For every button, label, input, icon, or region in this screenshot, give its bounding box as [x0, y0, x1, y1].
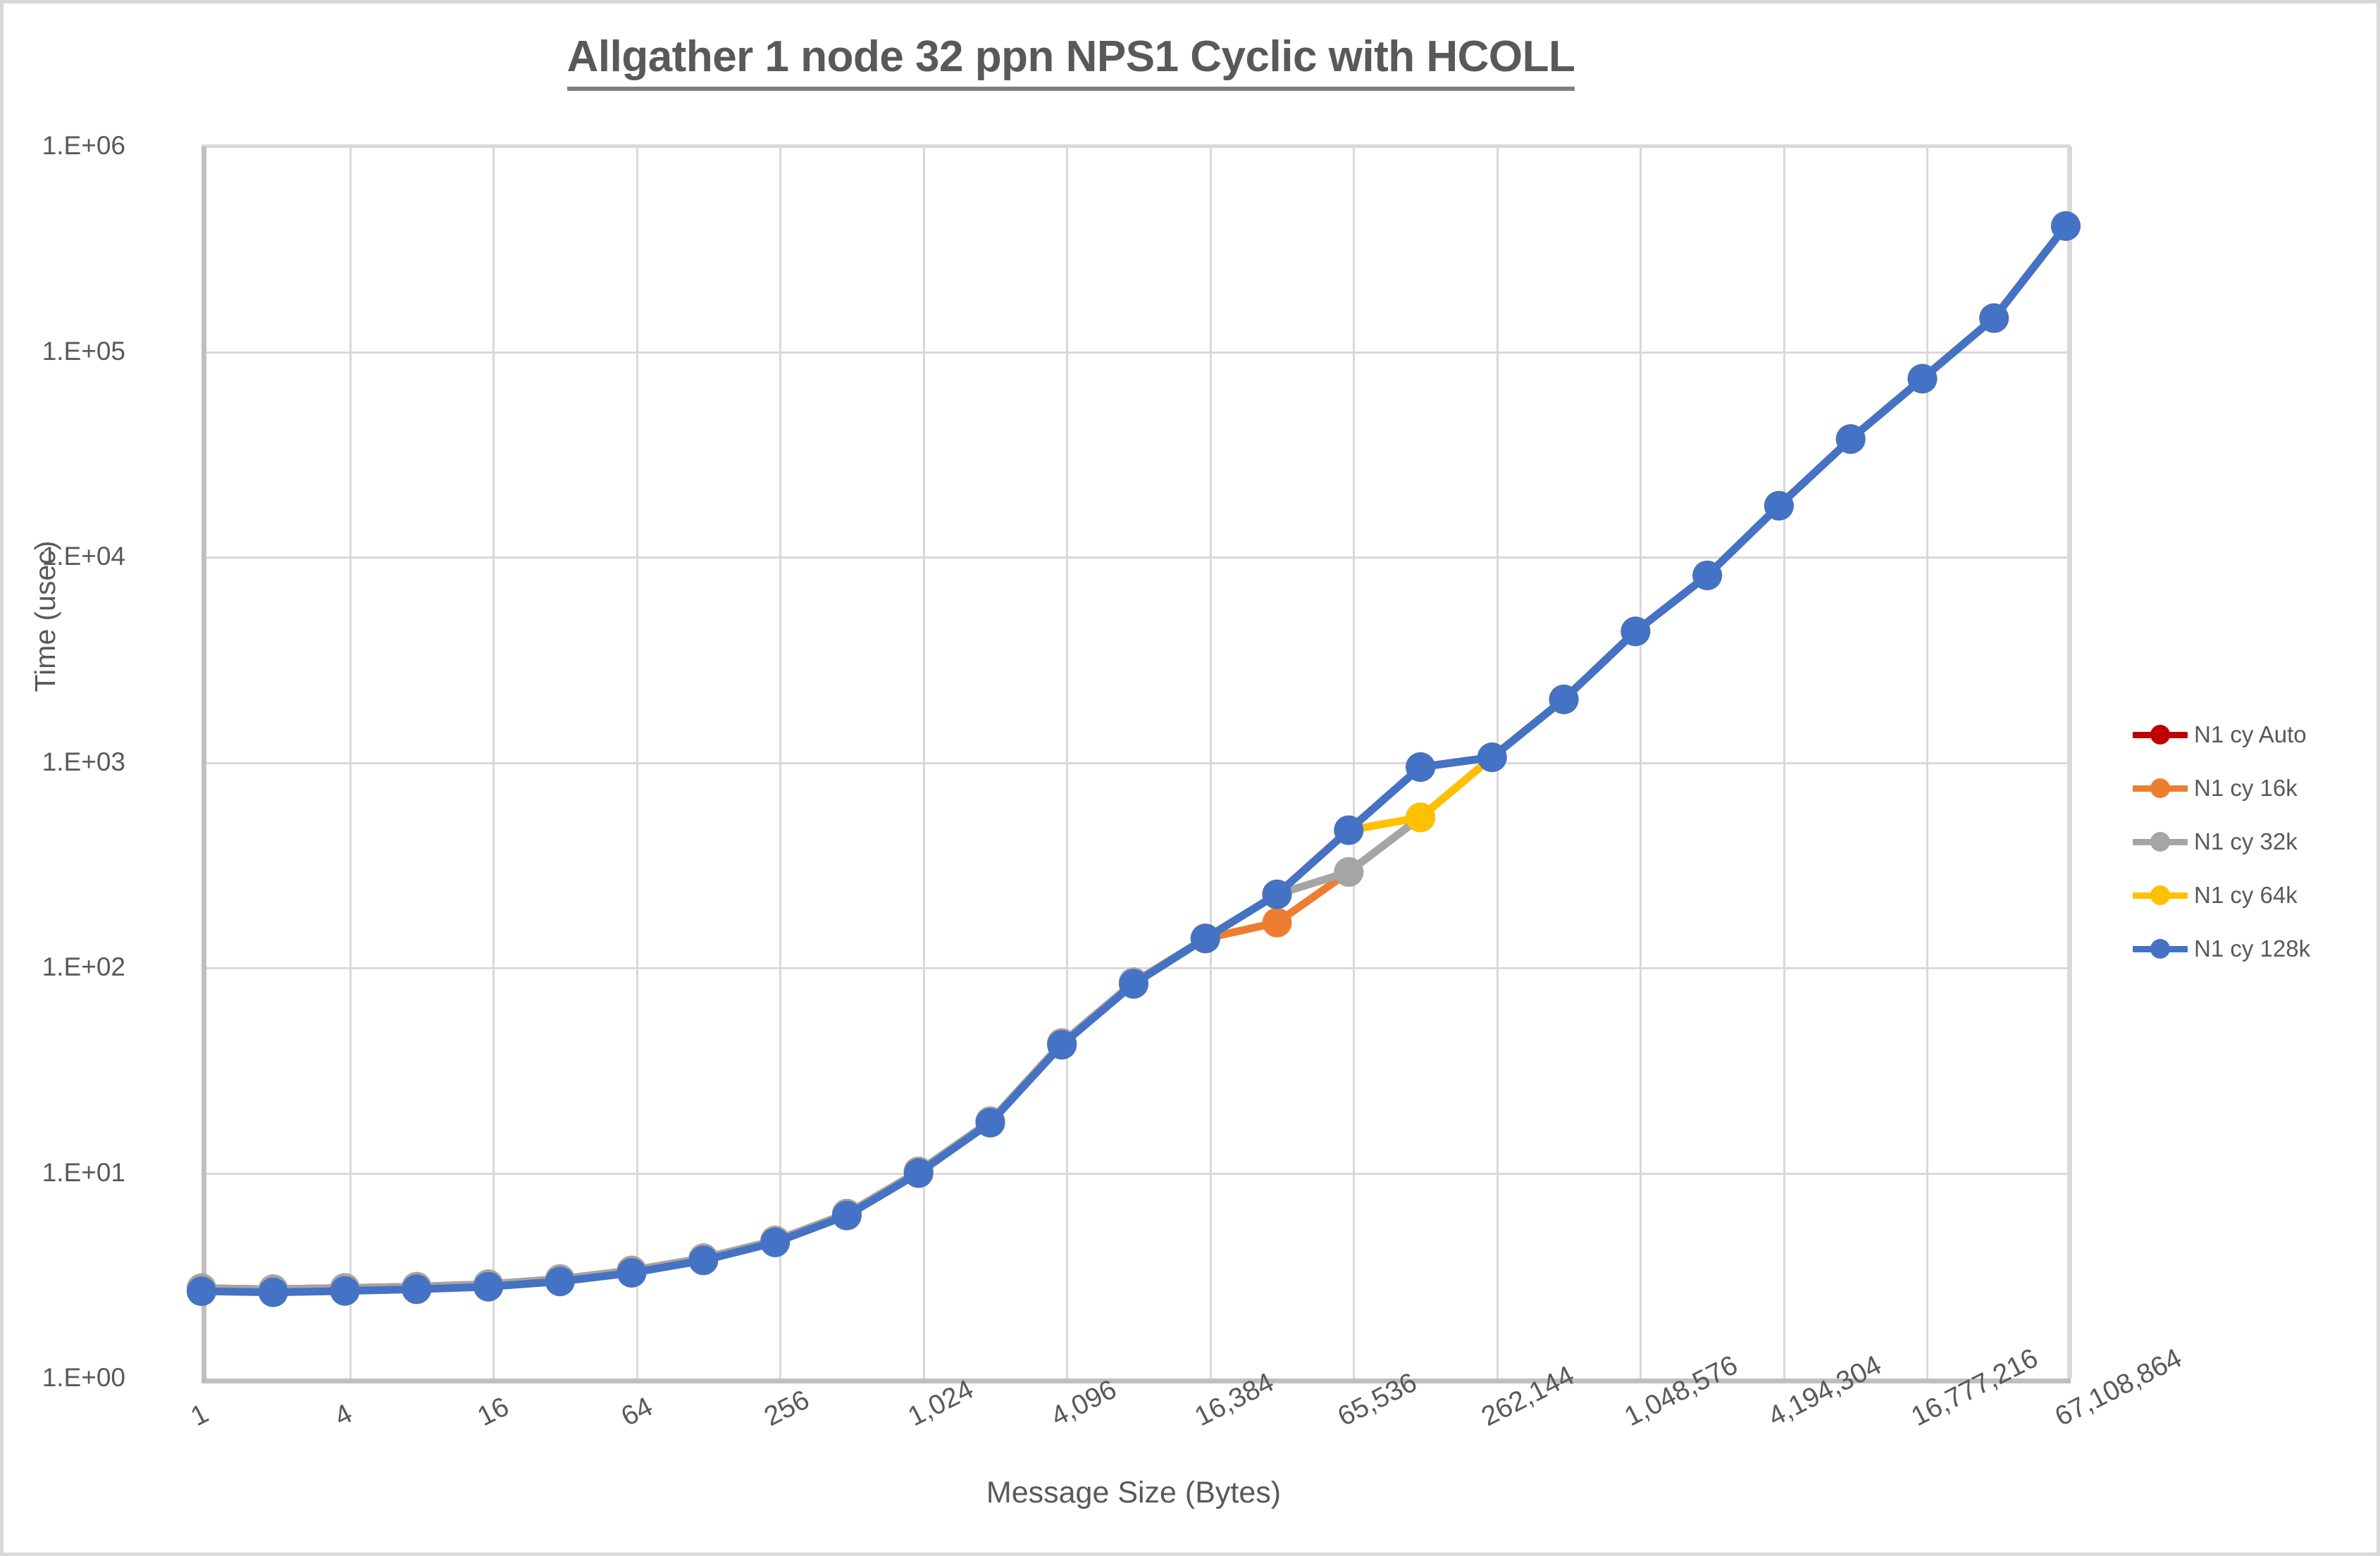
legend-item[interactable]: N1 cy 16k	[2133, 761, 2365, 815]
legend-item[interactable]: N1 cy 128k	[2133, 922, 2365, 976]
legend-dot	[2150, 939, 2170, 959]
gridline-horizontal	[206, 556, 2071, 559]
y-axis-title: Time (usec)	[29, 540, 61, 692]
y-axis-tick-label: 1.E+01	[42, 1157, 125, 1187]
gridline-horizontal	[206, 351, 2071, 354]
gridline-vertical	[2070, 147, 2072, 1378]
legend-marker-icon	[2133, 831, 2188, 852]
x-axis-title: Message Size (Bytes)	[986, 1476, 1282, 1510]
legend-marker-icon	[2133, 885, 2188, 906]
x-axis-tick-label: 16	[473, 1391, 514, 1433]
legend-label: N1 cy 16k	[2194, 775, 2298, 801]
chart-title-text: Allgather 1 node 32 ppn NPS1 Cyclic with…	[566, 32, 1575, 91]
legend-dot	[2150, 832, 2170, 852]
chart-title: Allgather 1 node 32 ppn NPS1 Cyclic with…	[4, 32, 2138, 91]
legend-item[interactable]: N1 cy 32k	[2133, 815, 2365, 869]
x-axis-tick-label: 4	[329, 1398, 357, 1433]
legend-marker-icon	[2133, 724, 2188, 745]
gridline-vertical	[349, 147, 352, 1378]
gridline-vertical	[1209, 147, 1212, 1378]
x-axis-tick-label: 1	[186, 1398, 213, 1433]
y-axis-tick-label: 1.E+02	[42, 952, 125, 981]
legend-item[interactable]: N1 cy Auto	[2133, 708, 2365, 761]
legend-label: N1 cy 64k	[2194, 882, 2298, 908]
legend-item[interactable]: N1 cy 64k	[2133, 869, 2365, 922]
gridline-vertical	[1783, 147, 1785, 1378]
y-axis-tick-label: 1.E+03	[42, 747, 125, 776]
gridline-vertical	[922, 147, 925, 1378]
gridline-vertical	[1066, 147, 1069, 1378]
x-axis-tick-label: 64	[616, 1391, 657, 1433]
gridline-vertical	[1353, 147, 1356, 1378]
legend-marker-icon	[2133, 778, 2188, 799]
gridline-horizontal	[206, 967, 2071, 969]
legend-label: N1 cy Auto	[2194, 721, 2307, 747]
legend-label: N1 cy 128k	[2194, 935, 2311, 961]
gridline-vertical	[1926, 147, 1929, 1378]
gridline-vertical	[492, 147, 495, 1378]
legend-dot	[2150, 778, 2170, 798]
gridline-horizontal	[206, 761, 2071, 764]
gridline-vertical	[1496, 147, 1499, 1378]
gridline-vertical	[636, 147, 638, 1378]
chart-legend: N1 cy Auto N1 cy 16k N1 cy 32k N1 cy 64k N1 …	[2133, 708, 2365, 976]
y-axis-tick-label: 1.E+04	[42, 542, 125, 571]
y-axis-tick-label: 1.E+06	[42, 131, 125, 160]
plot-area	[202, 147, 2072, 1383]
gridline-vertical	[779, 147, 782, 1378]
y-axis-tick-label: 1.E+00	[42, 1363, 125, 1392]
legend-dot	[2150, 885, 2170, 905]
legend-marker-icon	[2133, 938, 2188, 959]
plot-border-top	[202, 144, 2071, 148]
gridline-vertical	[1640, 147, 1642, 1378]
legend-label: N1 cy 32k	[2194, 828, 2298, 854]
y-axis-tick-label: 1.E+05	[42, 336, 125, 366]
x-axis-tick-label: 256	[760, 1384, 814, 1433]
gridline-horizontal	[206, 1172, 2071, 1175]
legend-dot	[2150, 725, 2170, 745]
